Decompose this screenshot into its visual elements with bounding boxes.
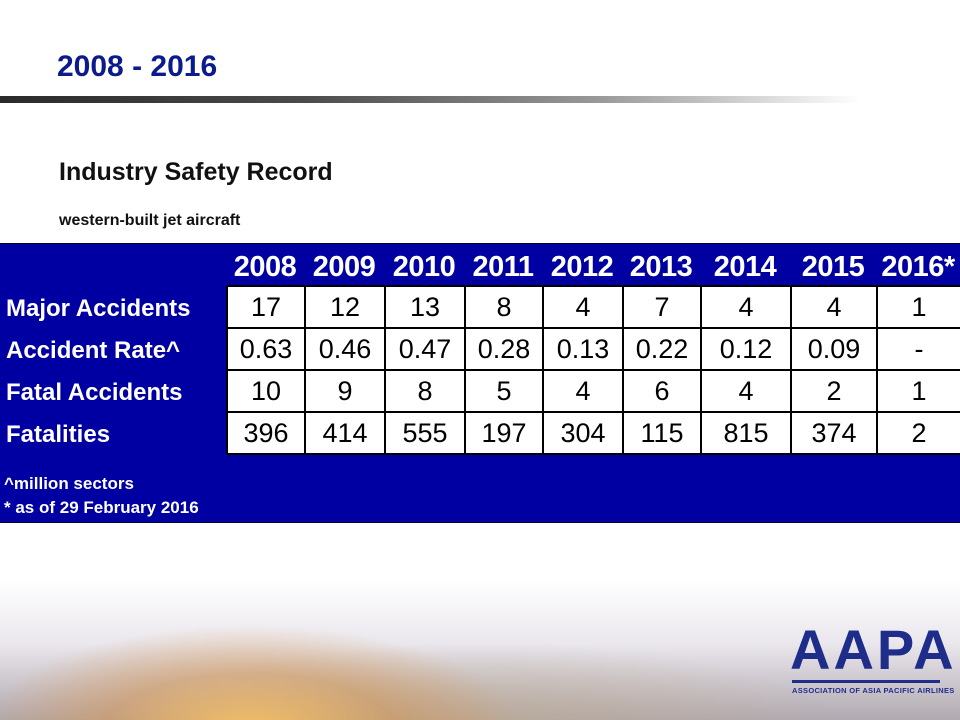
slide-title: 2008 - 2016 — [57, 50, 218, 83]
table-cell: 9 — [304, 369, 386, 413]
table-cell: 8 — [464, 285, 544, 329]
table-row: 17 12 13 8 4 7 4 4 1 — [226, 285, 960, 329]
table-cell: 115 — [622, 411, 702, 455]
aapa-logo: AAPA ASSOCIATION OF ASIA PACIFIC AIRLINE… — [790, 620, 954, 710]
table-cell: 197 — [464, 411, 544, 455]
year-header: 2009 — [312, 251, 376, 283]
table-cell: 2 — [876, 411, 960, 455]
table-cell: 4 — [542, 285, 624, 329]
year-header: 2010 — [392, 251, 456, 283]
table-cell: 6 — [622, 369, 702, 413]
logo-wordmark: AAPA — [790, 618, 957, 681]
table-cell: 4 — [700, 285, 792, 329]
table-row: 10 9 8 5 4 6 4 2 1 — [226, 369, 960, 413]
section-heading: Industry Safety Record — [59, 158, 333, 186]
table-cell: 7 — [622, 285, 702, 329]
table-cell: 0.09 — [790, 327, 878, 371]
year-header: 2013 — [629, 251, 693, 283]
table-cell: 0.13 — [542, 327, 624, 371]
row-label-major-accidents: Major Accidents — [6, 295, 191, 322]
logo-divider — [792, 680, 940, 683]
table-cell: 0.46 — [304, 327, 386, 371]
table-cell: 0.28 — [464, 327, 544, 371]
footnote-as-of-date: * as of 29 February 2016 — [4, 498, 199, 517]
table-cell: 13 — [384, 285, 466, 329]
title-divider — [0, 96, 860, 103]
year-header: 2014 — [713, 251, 777, 283]
table-cell: 4 — [700, 369, 792, 413]
table-cell: 2 — [790, 369, 878, 413]
table-cell: 0.12 — [700, 327, 792, 371]
table-cell: 0.22 — [622, 327, 702, 371]
year-header: 2015 — [801, 251, 865, 283]
year-header: 2012 — [550, 251, 614, 283]
row-label-accident-rate: Accident Rate^ — [6, 337, 181, 364]
table-cell: 0.47 — [384, 327, 466, 371]
year-header: 2011 — [472, 251, 534, 283]
table-cell: 555 — [384, 411, 466, 455]
table-cell: 815 — [700, 411, 792, 455]
footnote-million-sectors: ^million sectors — [4, 474, 134, 493]
table-cell: 4 — [790, 285, 878, 329]
table-cell: - — [876, 327, 960, 371]
table-cell: 396 — [226, 411, 306, 455]
year-header: 2008 — [233, 251, 297, 283]
table-cell: 1 — [876, 285, 960, 329]
table-cell: 1 — [876, 369, 960, 413]
table-cell: 12 — [304, 285, 386, 329]
table-cell: 5 — [464, 369, 544, 413]
safety-data-table: 17 12 13 8 4 7 4 4 1 0.63 0.46 0.47 0.28… — [226, 285, 960, 455]
table-cell: 4 — [542, 369, 624, 413]
table-cell: 17 — [226, 285, 306, 329]
year-header: 2016* — [881, 251, 955, 283]
table-cell: 304 — [542, 411, 624, 455]
table-cell: 0.63 — [226, 327, 306, 371]
table-row: 396 414 555 197 304 115 815 374 2 — [226, 411, 960, 455]
sky-background-image — [0, 580, 960, 720]
logo-full-name: ASSOCIATION OF ASIA PACIFIC AIRLINES — [792, 686, 955, 695]
table-cell: 8 — [384, 369, 466, 413]
table-cell: 414 — [304, 411, 386, 455]
row-label-fatal-accidents: Fatal Accidents — [6, 379, 183, 406]
table-row: 0.63 0.46 0.47 0.28 0.13 0.22 0.12 0.09 … — [226, 327, 960, 371]
table-cell: 374 — [790, 411, 878, 455]
row-label-fatalities: Fatalities — [6, 421, 111, 448]
section-subheading: western-built jet aircraft — [59, 212, 241, 229]
table-cell: 10 — [226, 369, 306, 413]
